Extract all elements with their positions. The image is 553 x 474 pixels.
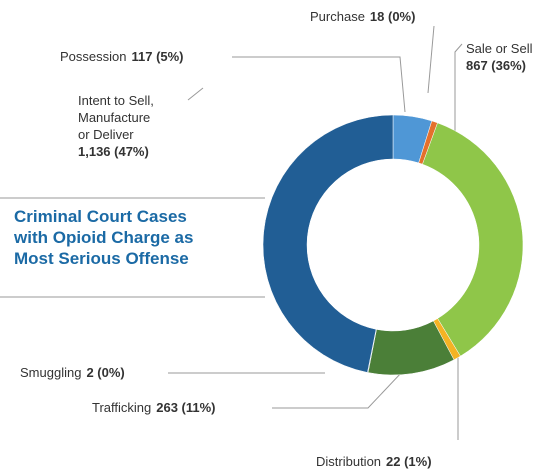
value-label: 18 (0%) — [369, 9, 416, 24]
slice-label: Possession 117 (5%) — [60, 48, 184, 65]
slice-label: Intent to Sell, Manufacture or Deliver 1,… — [78, 92, 160, 160]
donut-slice — [262, 114, 394, 373]
value-label: 867 (36%) — [466, 58, 526, 73]
slice-label: Trafficking 263 (11%) — [92, 399, 216, 416]
slice-label: Distribution 22 (1%) — [316, 453, 432, 470]
chart-title: Criminal Court Cases with Opioid Charge … — [14, 207, 194, 268]
value-label: 2 (0%) — [86, 365, 125, 380]
value-label: 263 (11%) — [156, 400, 216, 415]
category-label: Sale or Sell — [466, 41, 533, 56]
category-label: Trafficking — [92, 400, 152, 415]
leader — [427, 25, 435, 94]
category-label: Smuggling — [20, 365, 82, 380]
slice-label: Smuggling 2 (0%) — [20, 364, 125, 381]
leader — [187, 87, 204, 101]
category-label: Intent to Sell, Manufacture or Deliver — [78, 93, 154, 142]
leader-lines — [0, 25, 463, 440]
category-label: Distribution — [316, 454, 382, 469]
category-label: Purchase — [310, 9, 365, 24]
value-label: 117 (5%) — [131, 49, 184, 64]
leader — [272, 371, 403, 409]
leader — [454, 43, 463, 150]
leader — [232, 56, 406, 113]
donut-slice — [422, 122, 524, 357]
value-label: 22 (1%) — [386, 454, 432, 469]
category-label: Possession — [60, 49, 127, 64]
slice-label: Sale or Sell 867 (36%) — [466, 40, 532, 74]
value-label: 1,136 (47%) — [78, 144, 149, 159]
slice-label: Purchase 18 (0%) — [310, 8, 415, 25]
